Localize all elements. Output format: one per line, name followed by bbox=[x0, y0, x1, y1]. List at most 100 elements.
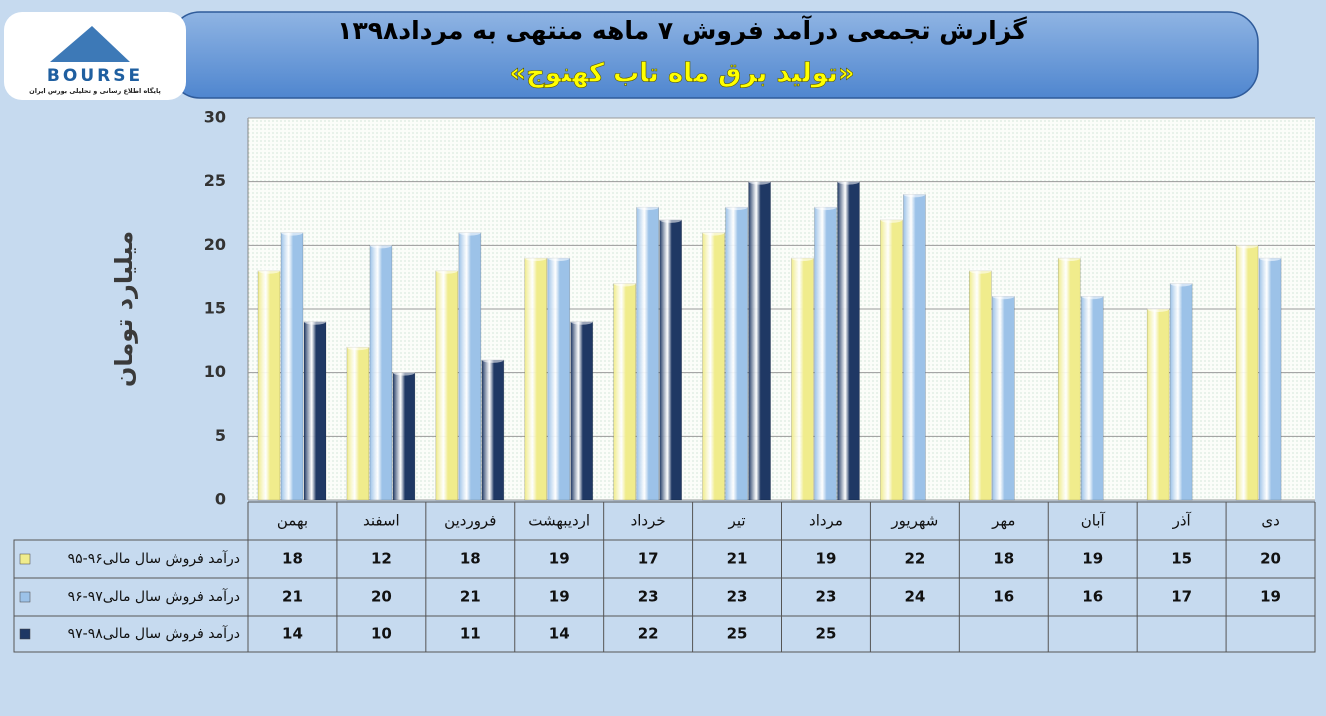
bar-cap bbox=[458, 229, 481, 236]
legend-label: درآمد فروش سال مالی۹۸-۹۷ bbox=[68, 625, 240, 642]
bar-cap bbox=[837, 178, 860, 185]
table-value: 22 bbox=[904, 550, 925, 568]
table-value: 18 bbox=[460, 550, 481, 568]
bar bbox=[791, 257, 814, 501]
bar-group bbox=[458, 229, 482, 501]
bar-cap bbox=[814, 204, 837, 211]
table-value: 19 bbox=[549, 588, 570, 606]
table-value: 11 bbox=[460, 625, 481, 643]
chart-title: گزارش تجمعی درآمد فروش ۷ ماهه منتهی به م… bbox=[337, 15, 1027, 46]
bar-cap bbox=[659, 216, 682, 223]
x-tick-label: بهمن bbox=[277, 512, 308, 530]
table-value: 23 bbox=[816, 588, 837, 606]
bar-cap bbox=[281, 229, 303, 236]
bar bbox=[880, 219, 903, 501]
bar bbox=[1146, 308, 1170, 501]
table-value: 21 bbox=[460, 588, 481, 606]
bar-cap bbox=[791, 255, 814, 262]
bar-group bbox=[814, 204, 837, 501]
bar-cap bbox=[435, 267, 458, 274]
legend-swatch bbox=[19, 628, 31, 640]
bar-cap bbox=[369, 242, 392, 249]
bar-cap bbox=[346, 344, 369, 351]
bar bbox=[992, 295, 1015, 501]
bar-group bbox=[903, 191, 926, 501]
bar bbox=[613, 283, 636, 501]
bar-cap bbox=[570, 318, 593, 325]
bar-cap bbox=[1259, 255, 1282, 262]
x-tick-label: مرداد bbox=[809, 512, 843, 530]
table-value: 18 bbox=[993, 550, 1014, 568]
table-value: 16 bbox=[1082, 588, 1103, 606]
bar-cap bbox=[524, 255, 547, 262]
bar-group bbox=[303, 318, 327, 501]
x-tick-label: آبان bbox=[1081, 512, 1106, 530]
bar-group bbox=[659, 216, 682, 501]
x-tick-label: شهریور bbox=[890, 512, 938, 530]
bar-group bbox=[481, 356, 505, 501]
bar-cap bbox=[636, 204, 659, 211]
table-value: 23 bbox=[638, 588, 659, 606]
bar-group bbox=[725, 204, 748, 501]
bar-cap bbox=[725, 204, 748, 211]
y-tick-label: 30 bbox=[204, 108, 226, 127]
bar-cap bbox=[481, 356, 504, 363]
bar-group bbox=[636, 204, 659, 501]
bar bbox=[1169, 283, 1193, 501]
logo-subtitle: پایگاه اطلاع رسانی و تحلیلی بورس ایران bbox=[29, 87, 161, 95]
bar bbox=[702, 232, 725, 501]
bar-group bbox=[392, 369, 416, 501]
y-tick-label: 10 bbox=[204, 362, 226, 381]
bar bbox=[969, 270, 992, 501]
table-value: 15 bbox=[1171, 550, 1192, 568]
bar-group bbox=[748, 178, 771, 501]
table-value: 22 bbox=[638, 625, 659, 643]
legend-label: درآمد فروش سال مالی۹۶-۹۵ bbox=[68, 550, 240, 567]
bar bbox=[1235, 245, 1259, 501]
bar-group bbox=[992, 293, 1015, 501]
bar bbox=[346, 346, 370, 501]
bar-group bbox=[524, 255, 548, 501]
table-value: 19 bbox=[816, 550, 837, 568]
bar bbox=[903, 194, 926, 501]
bar-cap bbox=[547, 255, 570, 262]
y-tick-label: 5 bbox=[215, 426, 226, 445]
bar bbox=[547, 257, 571, 501]
x-tick-label: دی bbox=[1261, 512, 1279, 530]
bar-group bbox=[837, 178, 860, 501]
bar bbox=[1080, 295, 1104, 501]
bar bbox=[524, 257, 548, 501]
table-value: 20 bbox=[371, 588, 392, 606]
bar-group bbox=[1080, 293, 1104, 501]
table-value: 10 bbox=[371, 625, 392, 643]
bar-group bbox=[702, 229, 725, 501]
bar-group bbox=[969, 267, 992, 501]
y-tick-label: 20 bbox=[204, 235, 226, 254]
bar-group bbox=[1169, 280, 1193, 501]
bar-group bbox=[257, 267, 281, 501]
table-value: 14 bbox=[549, 625, 570, 643]
table-value: 14 bbox=[282, 625, 303, 643]
legend-swatch bbox=[19, 553, 31, 565]
bar-cap bbox=[748, 178, 771, 185]
logo-icon bbox=[50, 26, 130, 62]
bar-cap bbox=[392, 369, 415, 376]
y-tick-label: 15 bbox=[204, 299, 226, 318]
bar-group bbox=[369, 242, 393, 501]
table-value: 21 bbox=[282, 588, 303, 606]
table-value: 25 bbox=[727, 625, 748, 643]
legend-label: درآمد فروش سال مالی۹۷-۹۶ bbox=[68, 588, 240, 605]
x-tick-label: اردیبهشت bbox=[528, 512, 590, 530]
x-tick-label: فروردین bbox=[444, 512, 496, 530]
bar bbox=[748, 181, 771, 501]
bar-cap bbox=[903, 191, 926, 198]
bar-cap bbox=[1147, 306, 1170, 312]
table-value: 23 bbox=[727, 588, 748, 606]
bar-cap bbox=[880, 216, 903, 223]
bar-group bbox=[1258, 255, 1282, 501]
table-value: 17 bbox=[638, 550, 659, 568]
x-tick-label: اسفند bbox=[363, 512, 400, 530]
bar bbox=[303, 321, 327, 501]
bar-cap bbox=[1058, 255, 1081, 262]
